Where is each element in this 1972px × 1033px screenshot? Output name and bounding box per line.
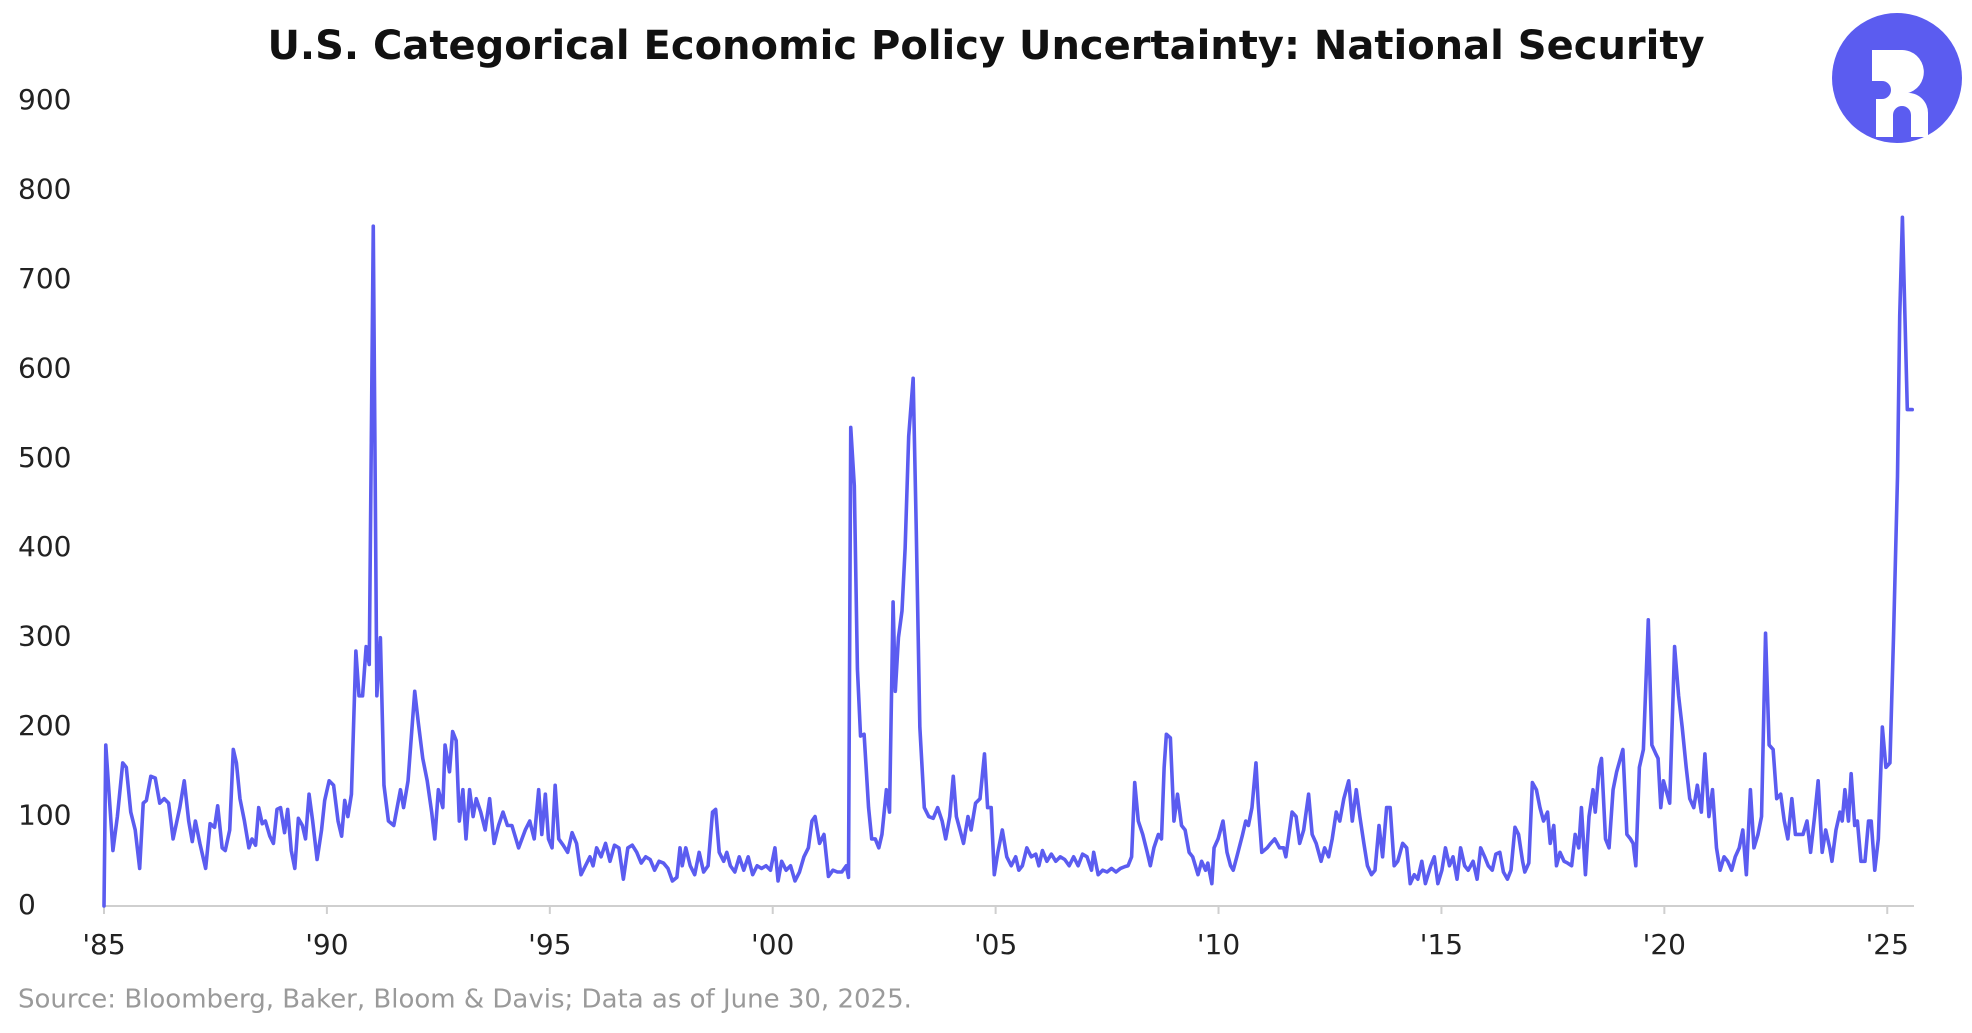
y-tick-label: 500: [18, 441, 71, 474]
x-tick-label: '90: [305, 928, 348, 961]
y-tick-label: 400: [18, 530, 71, 563]
x-tick-label: '95: [528, 928, 571, 961]
source-note: Source: Bloomberg, Baker, Bloom & Davis;…: [18, 985, 912, 1015]
y-tick-label: 0: [18, 888, 36, 921]
x-tick-label: '20: [1643, 928, 1686, 961]
x-tick-label: '85: [82, 928, 125, 961]
y-tick-label: 200: [18, 709, 71, 742]
y-tick-label: 600: [18, 351, 71, 384]
x-tick-label: '00: [751, 928, 794, 961]
logo-glyph: [1872, 50, 1929, 137]
y-tick-label: 900: [18, 83, 71, 116]
x-tick-label: '05: [974, 928, 1017, 961]
chart-title: U.S. Categorical Economic Policy Uncerta…: [267, 23, 1704, 69]
x-tick-label: '25: [1866, 928, 1909, 961]
y-tick-label: 100: [18, 799, 71, 832]
x-tick-label: '10: [1197, 928, 1240, 961]
y-tick-label: 800: [18, 172, 71, 205]
y-tick-label: 700: [18, 262, 71, 295]
data-line: [102, 215, 1915, 908]
logo: [1832, 13, 1962, 143]
x-tick-label: '15: [1420, 928, 1463, 961]
y-tick-label: 300: [18, 620, 71, 653]
